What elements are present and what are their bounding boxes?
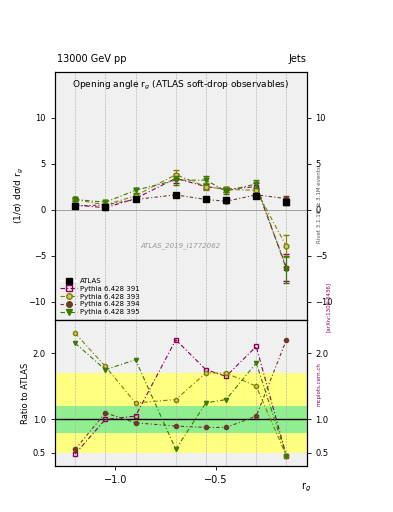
X-axis label: r$_g$: r$_g$ <box>301 481 312 494</box>
Text: Jets: Jets <box>289 54 307 64</box>
Bar <box>55 373 307 453</box>
Text: 13000 GeV pp: 13000 GeV pp <box>57 54 127 64</box>
Bar <box>55 406 307 433</box>
Legend: ATLAS, Pythia 6.428 391, Pythia 6.428 393, Pythia 6.428 394, Pythia 6.428 395: ATLAS, Pythia 6.428 391, Pythia 6.428 39… <box>59 276 141 316</box>
Text: [arXiv:1306.3436]: [arXiv:1306.3436] <box>326 282 331 332</box>
Y-axis label: Ratio to ATLAS: Ratio to ATLAS <box>21 362 30 423</box>
Text: ATLAS_2019_I1772062: ATLAS_2019_I1772062 <box>141 242 221 249</box>
Text: mcplots.cern.ch: mcplots.cern.ch <box>316 362 321 406</box>
Text: Rivet 3.1.10, ≥ 3.1M events: Rivet 3.1.10, ≥ 3.1M events <box>316 166 321 243</box>
Text: Opening angle r$_g$ (ATLAS soft-drop observables): Opening angle r$_g$ (ATLAS soft-drop obs… <box>72 79 289 92</box>
Y-axis label: (1/σ) dσ/d r$_g$: (1/σ) dσ/d r$_g$ <box>13 167 26 224</box>
